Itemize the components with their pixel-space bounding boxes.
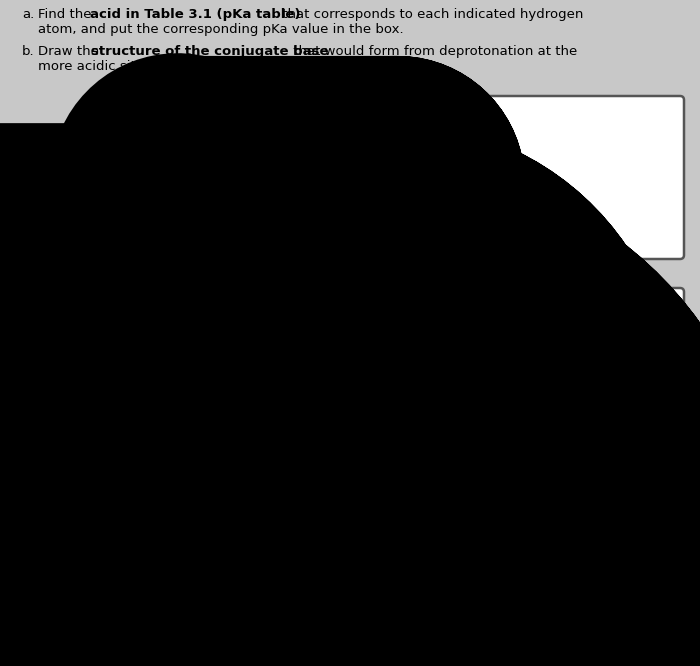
Text: that would form from deprotonation at the: that would form from deprotonation at th… [289,45,578,58]
Text: structure of the conjugate base: structure of the conjugate base [91,45,328,58]
Bar [22,398,70,423]
Text: OH: OH [180,565,200,578]
Text: b.: b. [22,45,34,58]
Text: 18: 18 [224,557,244,573]
Text: OH: OH [293,180,314,193]
Text: O: O [260,212,271,226]
Text: more acidic site: more acidic site [38,60,144,73]
Text: H: H [163,328,173,340]
Bar [278,105,328,130]
Text: H: H [213,403,223,417]
Text: -7.3: -7.3 [246,403,276,418]
Text: O: O [236,320,247,334]
FancyBboxPatch shape [476,288,684,451]
Bar [236,498,272,522]
Text: Find the: Find the [38,8,96,21]
Text: 16: 16 [39,196,59,212]
Text: that corresponds to each indicated hydrogen: that corresponds to each indicated hydro… [278,8,583,21]
FancyBboxPatch shape [476,96,684,259]
Bar [30,192,68,216]
Text: H: H [180,304,190,316]
Text: ⊕: ⊕ [179,322,187,332]
Text: atom, and put the corresponding pKa value in the box.: atom, and put the corresponding pKa valu… [38,23,404,36]
Text: a.: a. [22,8,34,21]
Text: 4.75: 4.75 [286,110,320,125]
Text: -H⁺: -H⁺ [399,383,421,397]
Text: HO: HO [136,159,156,172]
Text: -H⁺: -H⁺ [399,161,421,175]
FancyBboxPatch shape [476,458,684,651]
Bar [216,553,252,577]
Text: acid in Table 3.1 (pKa table): acid in Table 3.1 (pKa table) [90,8,300,21]
Text: -H⁺: -H⁺ [399,520,421,534]
Text: 16: 16 [244,503,264,517]
Text: OH: OH [200,505,220,517]
Text: 15.7: 15.7 [29,403,63,418]
Bar [235,398,287,423]
Text: Draw the: Draw the [38,45,103,58]
